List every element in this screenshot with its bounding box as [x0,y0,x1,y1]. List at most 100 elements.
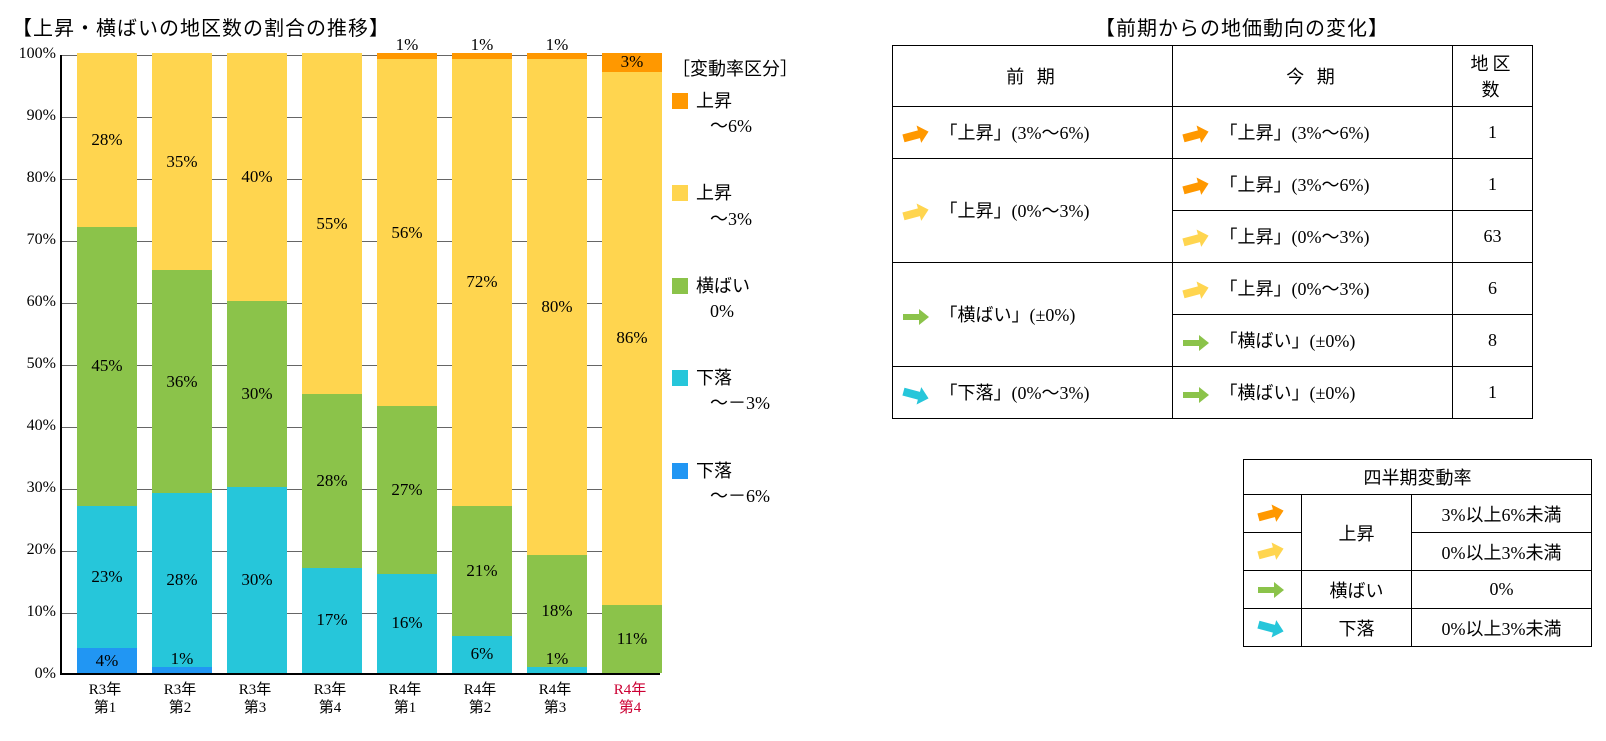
bar-segment: 40% [227,53,287,301]
bar-segment: 56% [377,59,437,406]
legend-swatch [672,185,688,201]
legend-swatch [672,463,688,479]
bar-column: 28% 45% 23% 4% [77,53,137,673]
x-tick-label: R3年第4 [293,681,368,717]
stacked-bar-chart: 28%45%23%4%35%36%28%1%40%30%30%55%28%17%… [12,45,672,725]
legend-title: ［変動率区分］ [672,55,842,81]
bar-segment-label: 1% [152,649,212,669]
bar-segment: 11% [602,605,662,673]
chart-legend: ［変動率区分］ 上昇～6% 上昇～3% 横ばい0% 下落～－3% 下落～－6% [672,45,842,725]
range-cell: 0%以上3%未満 [1412,609,1592,647]
bar-segment-label: 17% [302,610,362,630]
count-cell: 8 [1453,315,1533,367]
bar-segment: 72% [452,59,512,505]
bar-segment-label: 86% [602,328,662,348]
bar-column: 55%28%17% [302,53,362,673]
prev-period-cell: 「上昇」(3%～6%) [893,107,1173,159]
legend-label: 下落～－6% [696,459,770,509]
bar-segment: 28% [152,493,212,667]
y-tick-label: 70% [12,231,56,249]
table-header: 前 期 [893,46,1173,107]
table-row: 「上昇」(3%～6%) 「上昇」(3%～6%)1 [893,107,1533,159]
count-cell: 6 [1453,263,1533,315]
curr-period-cell: 「上昇」(0%～3%) [1173,211,1453,263]
count-cell: 63 [1453,211,1533,263]
bar-column: 3%86%11% [602,53,662,673]
curr-period-cell: 「上昇」(0%～3%) [1173,263,1453,315]
y-tick-label: 0% [12,665,56,683]
bar-segment: 6% [452,636,512,673]
prev-period-cell: 「下落」(0%～3%) [893,367,1173,419]
bar-segment-label: 1% [377,35,437,55]
bar-segment: 28% [77,53,137,227]
chart-title: 【上昇・横ばいの地区数の割合の推移】 [12,12,862,41]
bar-column: 1% 80% 18% 1% [527,53,587,673]
bar-segment-label: 28% [77,130,137,150]
bar-segment-label: 16% [377,613,437,633]
x-tick-label: R3年第3 [218,681,293,717]
arrow-cell [1244,609,1302,647]
bar-segment-label: 30% [227,384,287,404]
bar-column: 40% 30% 30% [227,53,287,673]
table-row: 横ばい0% [1244,571,1592,609]
change-table: 前 期今 期地区数 「上昇」(3%～6%) 「上昇」(3%～6%)1 「上昇」(… [892,45,1533,419]
bar-segment: 45% [77,227,137,506]
bar-segment: 30% [227,487,287,673]
bar-segment: 35% [152,53,212,270]
x-tick-label: R4年第1 [368,681,443,717]
bar-segment-label: 1% [452,35,512,55]
legend-item: 下落～－6% [672,459,842,509]
category-cell: 横ばい [1302,571,1412,609]
prev-period-cell: 「横ばい」(±0%) [893,263,1173,367]
y-tick-label: 40% [12,417,56,435]
legend-label: 下落～－3% [696,366,770,416]
bar-segment: 80% [527,59,587,555]
legend-swatch [672,370,688,386]
count-cell: 1 [1453,367,1533,419]
legend-label: 横ばい0% [696,274,750,324]
bar-segment-label: 1% [527,649,587,669]
y-tick-label: 30% [12,479,56,497]
bar-segment-label: 28% [152,570,212,590]
table1-title: 【前期からの地価動向の変化】 [892,12,1592,41]
bar-segment-label: 35% [152,152,212,172]
y-tick-label: 20% [12,541,56,559]
bar-segment-label: 23% [77,567,137,587]
x-tick-label: R3年第2 [143,681,218,717]
table-row: 「上昇」(0%～3%) 「上昇」(3%～6%)1 [893,159,1533,211]
bar-segment-label: 4% [77,651,137,671]
legend-swatch [672,278,688,294]
curr-period-cell: 「上昇」(3%～6%) [1173,107,1453,159]
bar-segment: 1% [527,667,587,673]
legend-swatch [672,93,688,109]
curr-period-cell: 「横ばい」(±0%) [1173,315,1453,367]
table-row: 下落0%以上3%未満 [1244,609,1592,647]
curr-period-cell: 「横ばい」(±0%) [1173,367,1453,419]
bar-segment-label: 56% [377,223,437,243]
category-cell: 上昇 [1302,495,1412,571]
bar-segment: 86% [602,72,662,605]
bar-segment-label: 80% [527,297,587,317]
y-tick-label: 100% [12,45,56,63]
x-tick-label: R4年第4 [593,681,668,717]
legend-label: 上昇～6% [696,89,752,139]
legend-table: 四半期変動率 上昇3%以上6%未満 0%以上3%未満 横ばい0% 下落0%以上3… [1243,459,1592,647]
range-cell: 0% [1412,571,1592,609]
bar-segment-label: 45% [77,356,137,376]
legend-item: 上昇～3% [672,181,842,231]
bar-segment-label: 21% [452,561,512,581]
legend-label: 上昇～3% [696,181,752,231]
bar-segment-label: 27% [377,480,437,500]
bar-segment-label: 18% [527,601,587,621]
chart-panel: 【上昇・横ばいの地区数の割合の推移】 28%45%23%4%35%36%28%1… [12,12,862,725]
arrow-cell [1244,495,1302,533]
bar-segment-label: 11% [602,629,662,649]
legend-item: 下落～－3% [672,366,842,416]
category-cell: 下落 [1302,609,1412,647]
range-cell: 0%以上3%未満 [1412,533,1592,571]
bar-segment-label: 72% [452,272,512,292]
range-cell: 3%以上6%未満 [1412,495,1592,533]
bar-segment: 55% [302,53,362,394]
bar-segment-label: 40% [227,167,287,187]
curr-period-cell: 「上昇」(3%～6%) [1173,159,1453,211]
